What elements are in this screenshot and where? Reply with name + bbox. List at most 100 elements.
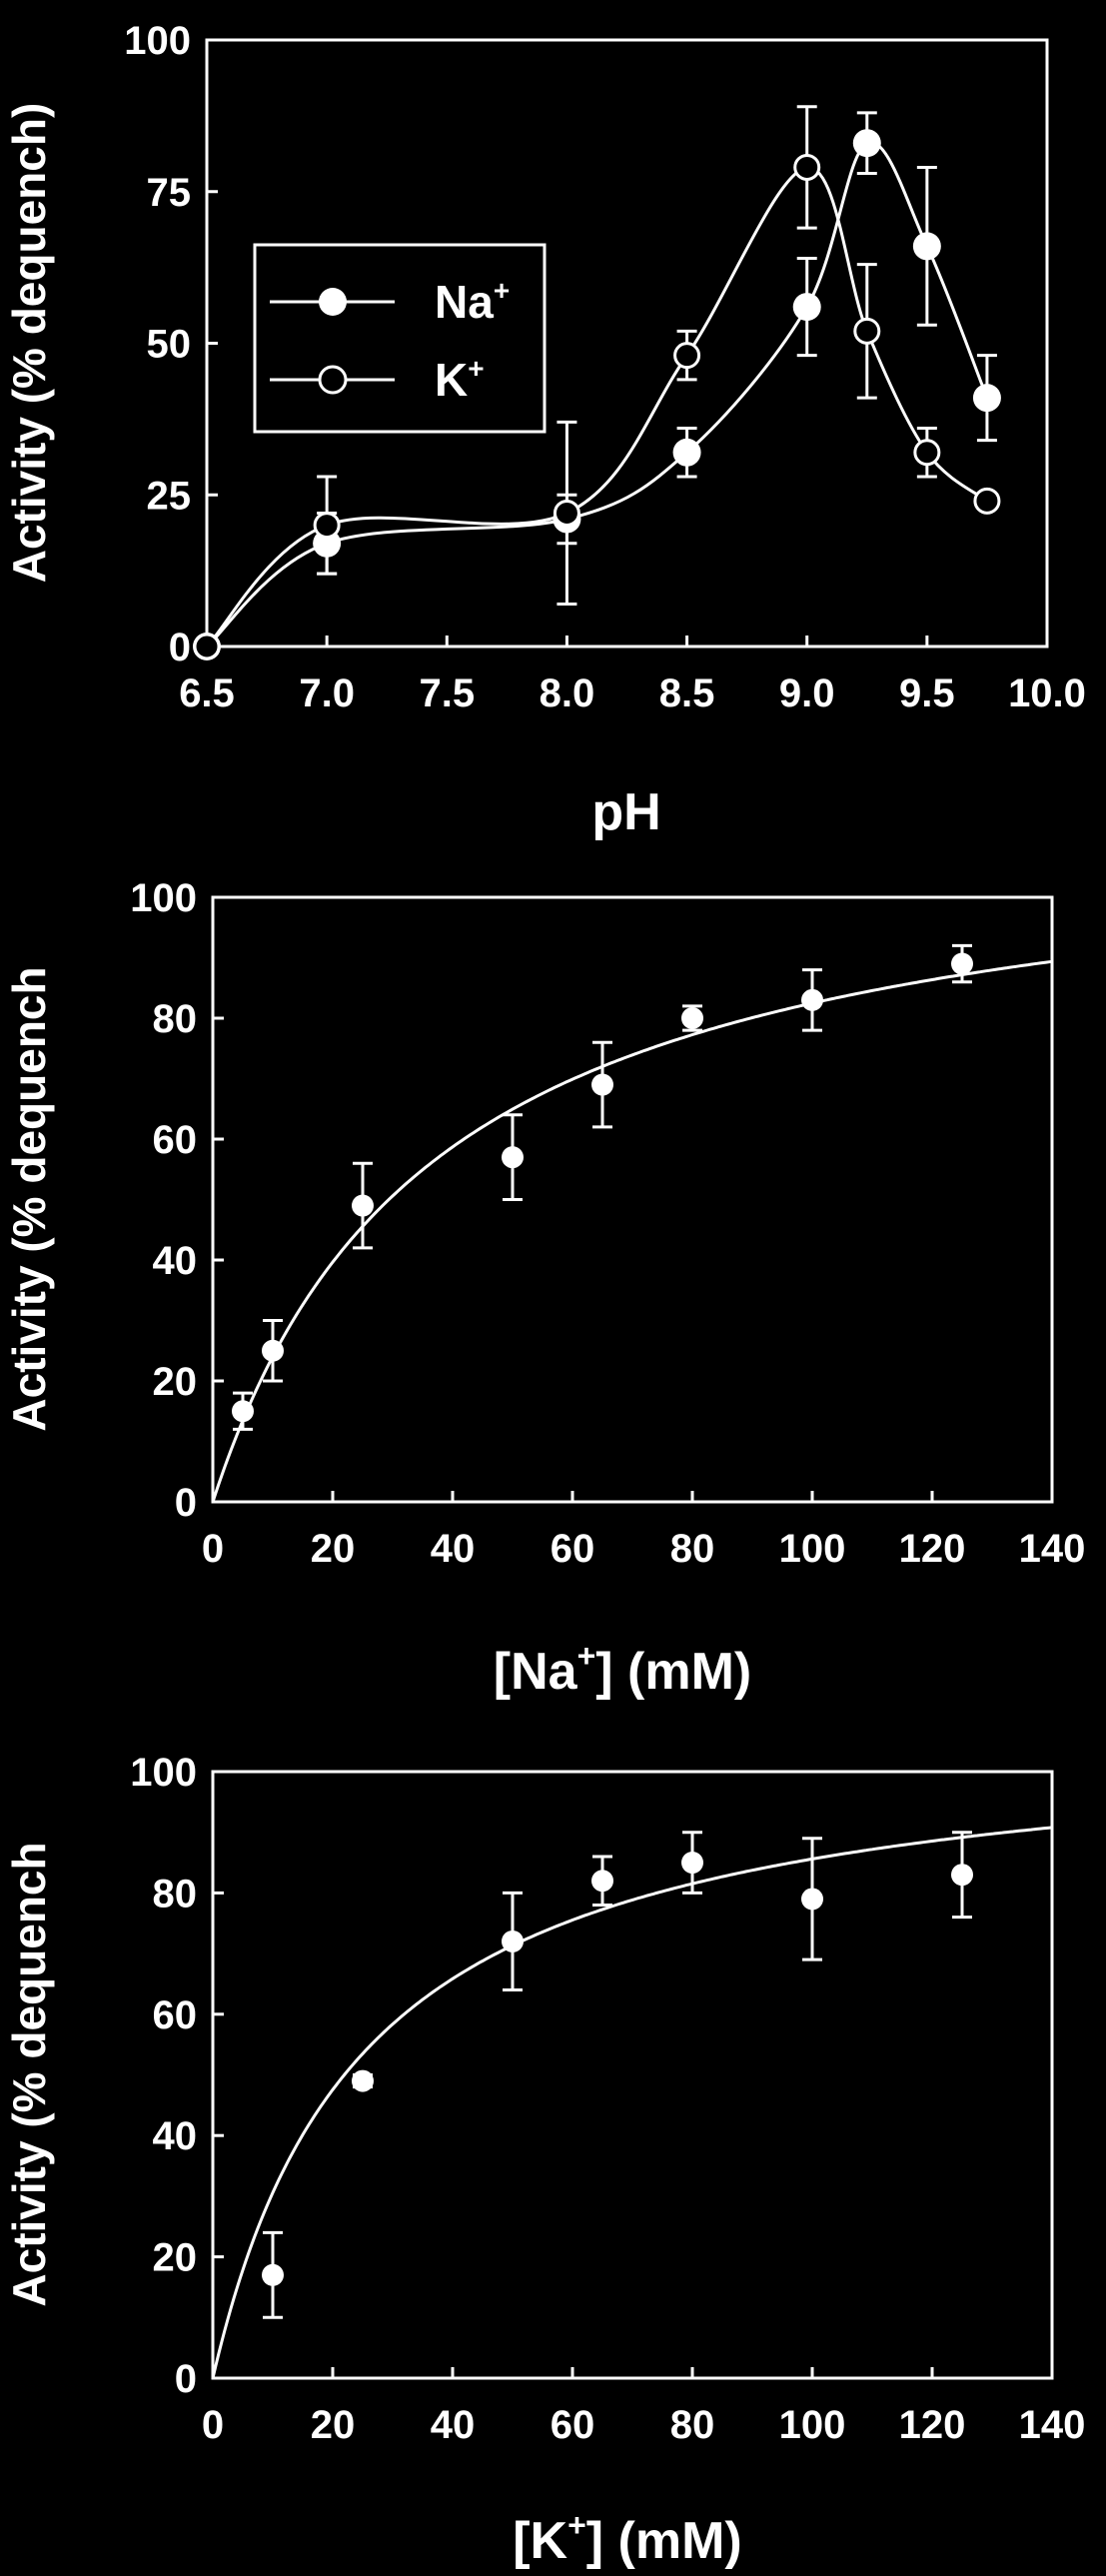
fit-curve: [211, 1826, 1053, 2379]
x-tick-label: 80: [670, 2403, 715, 2447]
data-point-open: [913, 439, 941, 467]
y-tick-label: 20: [153, 2236, 198, 2280]
data-point: [262, 1339, 284, 1362]
data-point: [502, 1146, 524, 1169]
legend-marker-na: [319, 288, 347, 316]
data-point-open: [853, 317, 881, 345]
x-tick-label: 100: [779, 2403, 846, 2447]
y-tick-label: 80: [153, 997, 198, 1041]
y-axis-ticks: 0 20 40 60 80 100: [130, 1751, 224, 2401]
data-points: [262, 1852, 973, 2286]
y-tick-label: 100: [124, 19, 191, 63]
legend-label-k: K+: [435, 353, 485, 406]
x-tick-label: 100: [779, 1527, 846, 1571]
x-axis-label: pH: [591, 783, 660, 841]
legend: Na+ K+: [253, 243, 547, 434]
data-point: [502, 1930, 524, 1952]
data-point: [352, 2069, 374, 2092]
data-point-open: [793, 153, 821, 181]
x-tick-label: 7.5: [419, 671, 475, 715]
x-tick-label: 40: [431, 1527, 476, 1571]
data-point: [352, 1194, 374, 1217]
legend-box: [253, 243, 547, 434]
legend-marker-k: [318, 365, 348, 395]
y-axis-label: Activity (% dequench: [3, 966, 55, 1431]
y-tick-label: 40: [153, 1239, 198, 1283]
data-point: [591, 1870, 613, 1893]
data-point: [262, 2263, 284, 2286]
x-tick-label: 120: [899, 2403, 966, 2447]
x-tick-label: 7.0: [299, 671, 355, 715]
x-tick-label: 60: [551, 2403, 595, 2447]
series-line-k: [205, 166, 988, 648]
x-tick-label: 140: [1019, 1527, 1086, 1571]
y-tick-label: 75: [147, 171, 192, 215]
y-tick-label: 80: [153, 1872, 198, 1916]
x-tick-label: 140: [1019, 2403, 1086, 2447]
x-tick-label: 120: [899, 1527, 966, 1571]
y-tick-label: 60: [153, 1993, 198, 2037]
y-tick-label: 20: [153, 1360, 198, 1404]
data-point: [681, 1852, 703, 1875]
data-point-open: [973, 487, 1001, 515]
x-tick-label: 9.5: [899, 671, 955, 715]
y-axis-ticks: 0 20 40 60 80 100: [130, 876, 224, 1525]
y-tick-label: 0: [175, 2357, 197, 2401]
ph-activity-chart: 0 25 50 75 100 6.5 7.0 7.5 8.0 8.5 9.0 9.5 10.0 Act…: [3, 19, 1086, 841]
data-point-filled: [972, 384, 1001, 413]
fit-curve-line: [211, 1826, 1053, 2379]
data-point: [681, 1007, 703, 1029]
data-point: [951, 952, 973, 975]
data-point: [801, 1888, 823, 1911]
x-axis-label: [Na+] (mM): [494, 1638, 751, 1701]
data-point-filled: [672, 438, 701, 467]
data-point: [951, 1864, 973, 1887]
plot-frame: [211, 1770, 1054, 2380]
y-tick-label: 100: [130, 1751, 197, 1795]
fit-curve-line: [211, 959, 1053, 1503]
x-tick-label: 40: [431, 2403, 476, 2447]
y-tick-label: 100: [130, 876, 197, 920]
data-point-open: [313, 512, 341, 540]
x-axis-ticks: 0 20 40 60 80 100 120 140: [202, 2367, 1086, 2447]
y-tick-label: 60: [153, 1118, 198, 1162]
x-tick-label: 6.5: [179, 671, 235, 715]
y-tick-label: 25: [147, 474, 192, 518]
y-tick-label: 0: [175, 1481, 197, 1525]
y-tick-label: 50: [147, 323, 192, 367]
data-point-open: [673, 342, 701, 370]
data-point-open: [193, 633, 221, 660]
x-tick-label: 8.0: [540, 671, 595, 715]
y-tick-label: 40: [153, 2114, 198, 2158]
x-tick-label: 0: [202, 1527, 224, 1571]
data-point-filled: [852, 129, 881, 158]
data-point-open: [553, 499, 580, 527]
x-tick-label: 80: [670, 1527, 715, 1571]
x-tick-label: 10.0: [1008, 671, 1086, 715]
data-point-filled: [912, 232, 941, 261]
x-tick-label: 20: [311, 1527, 356, 1571]
y-axis-label: Activity (% dequench: [3, 1842, 55, 2306]
data-points: [232, 952, 973, 1423]
y-axis-label: Activity (% dequench): [3, 103, 55, 584]
data-point: [232, 1400, 254, 1423]
x-axis-label: [K+] (mM): [513, 2507, 742, 2570]
legend-label-na: Na+: [435, 275, 510, 328]
x-tick-label: 8.5: [659, 671, 715, 715]
data-point: [591, 1073, 613, 1096]
na-concentration-chart: 0 20 40 60 80 100 0 20 40 60 80 100 120 140 Activity…: [3, 876, 1085, 1701]
k-concentration-chart: 0 20 40 60 80 100 0 20 40 60 80 100 120 140 Activity…: [3, 1751, 1085, 2570]
x-axis-ticks: 6.5 7.0 7.5 8.0 8.5 9.0 9.5 10.0: [179, 636, 1086, 715]
data-points: [193, 129, 1001, 660]
y-axis-ticks: 0 25 50 75 100: [124, 19, 218, 669]
fit-curve: [211, 959, 1053, 1503]
data-point-filled: [792, 293, 821, 322]
x-tick-label: 20: [311, 2403, 356, 2447]
series-line-na: [206, 140, 989, 648]
x-tick-label: 0: [202, 2403, 224, 2447]
data-point: [801, 988, 823, 1011]
x-axis-ticks: 0 20 40 60 80 100 120 140: [202, 1491, 1086, 1571]
error-bars: [233, 943, 972, 1431]
series-curves: [205, 140, 989, 648]
